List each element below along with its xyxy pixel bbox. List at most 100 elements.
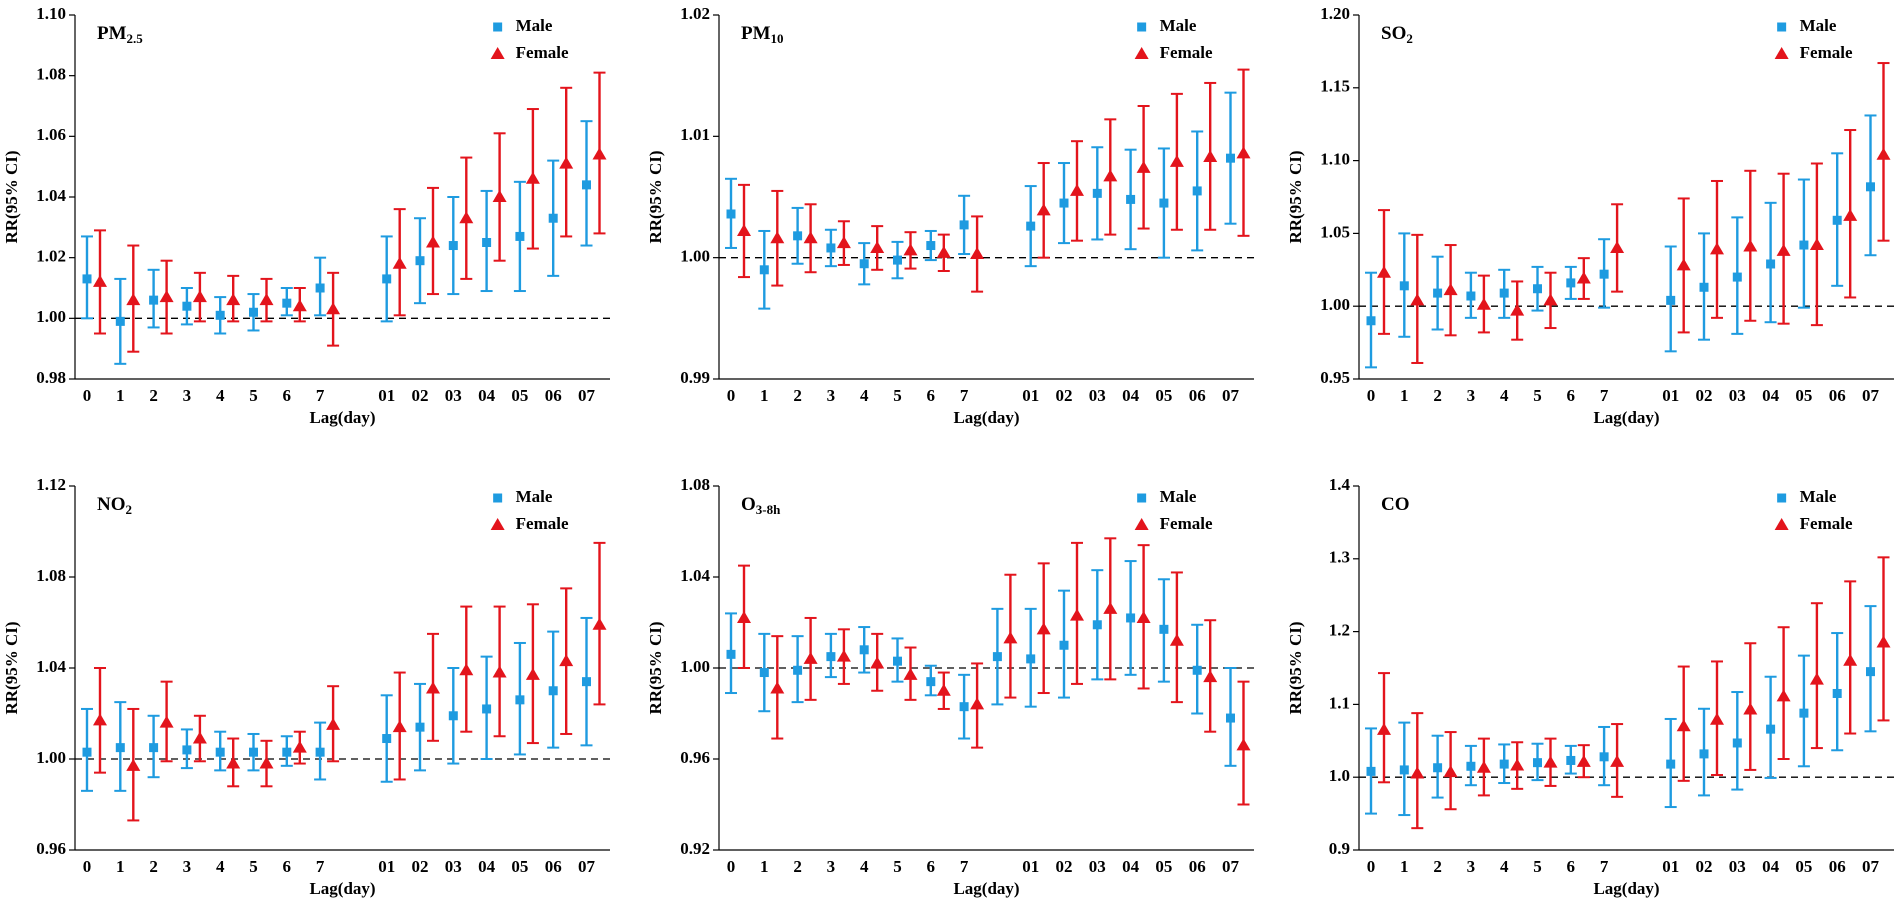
legend-label: Female: [516, 43, 569, 62]
x-axis-label: Lag(day): [1593, 408, 1659, 427]
marker: [426, 235, 440, 248]
x-axis-label: Lag(day): [1593, 879, 1659, 898]
marker: [836, 649, 851, 662]
x-tick-label: 1: [1400, 857, 1409, 876]
x-tick-label: 7: [316, 386, 325, 405]
marker: [726, 209, 736, 219]
marker: [548, 686, 558, 696]
marker: [1743, 702, 1758, 715]
marker: [793, 231, 803, 241]
marker: [893, 255, 902, 265]
marker: [192, 290, 207, 303]
marker: [1676, 258, 1691, 271]
marker: [1866, 667, 1875, 677]
x-tick-label: 01: [1662, 386, 1679, 405]
marker: [493, 22, 503, 32]
marker: [959, 702, 969, 712]
x-tick-label: 6: [1567, 386, 1576, 405]
marker: [382, 734, 392, 744]
marker: [1476, 297, 1491, 310]
x-tick-label: 03: [1729, 857, 1746, 876]
marker: [415, 256, 425, 266]
marker: [1843, 208, 1858, 221]
x-tick-label: 04: [1122, 857, 1140, 876]
marker: [1377, 722, 1391, 735]
x-tick-label: 05: [511, 386, 528, 405]
marker: [936, 245, 951, 258]
panel: 0.91.01.11.21.31.40 1 2 3 4 5 6 7 01 02 03 04 05 06 07…: [1286, 475, 1894, 898]
marker: [1203, 670, 1218, 683]
panel: 0.981.001.021.041.061.081.100 1 2 3 4 5 6 7 01 02…: [2, 4, 610, 427]
x-tick-label: 05: [1795, 857, 1812, 876]
y-tick-label: 0.95: [1320, 368, 1350, 387]
marker: [515, 695, 525, 705]
title-main: PM: [741, 23, 771, 44]
marker: [126, 293, 141, 306]
marker: [182, 745, 192, 755]
marker: [592, 147, 607, 160]
x-tick-label: 4: [216, 386, 225, 405]
marker: [859, 645, 869, 655]
marker: [326, 302, 341, 315]
y-tick-label: 1.10: [36, 4, 66, 23]
marker: [548, 213, 558, 223]
x-tick-label: 4: [860, 857, 869, 876]
marker: [159, 290, 174, 303]
marker: [870, 656, 885, 669]
x-tick-label: 02: [1696, 386, 1713, 405]
marker: [215, 747, 225, 757]
marker: [1466, 291, 1476, 301]
x-tick-label: 02: [1056, 857, 1073, 876]
y-tick-label: 1.08: [680, 475, 710, 494]
marker: [737, 610, 751, 623]
x-axis-label: Lag(day): [309, 408, 375, 427]
marker: [1866, 182, 1875, 192]
marker: [826, 243, 836, 253]
y-tick-label: 1.12: [36, 475, 66, 494]
marker: [726, 649, 736, 659]
marker: [492, 190, 507, 202]
y-tick-label: 1.02: [680, 4, 710, 23]
marker: [1576, 271, 1591, 284]
marker: [893, 656, 902, 666]
marker: [959, 220, 969, 230]
y-axis-label: RR(95% CI): [2, 621, 21, 714]
y-tick-label: 0.9: [1329, 839, 1350, 858]
marker: [1699, 749, 1709, 759]
marker: [826, 652, 836, 662]
x-tick-label: 5: [249, 386, 258, 405]
y-axis-label: RR(95% CI): [1286, 150, 1305, 243]
marker: [1499, 759, 1509, 769]
y-tick-label: 1.10: [1320, 150, 1350, 169]
x-tick-label: 03: [1089, 857, 1106, 876]
marker: [1070, 608, 1084, 621]
marker: [415, 722, 425, 732]
x-tick-label: 5: [1533, 857, 1542, 876]
marker: [1832, 688, 1842, 698]
title-main: SO: [1381, 23, 1406, 44]
marker: [1377, 265, 1391, 278]
y-axis-label: RR(95% CI): [646, 621, 665, 714]
marker: [490, 47, 505, 59]
marker: [836, 236, 851, 249]
x-tick-label: 1: [1400, 386, 1409, 405]
marker: [992, 652, 1002, 662]
marker: [1732, 738, 1742, 748]
marker: [1610, 240, 1625, 253]
marker: [970, 697, 985, 710]
x-tick-label: 06: [545, 386, 562, 405]
marker: [770, 681, 785, 694]
x-tick-label: 3: [1467, 386, 1476, 405]
marker: [1236, 146, 1251, 159]
marker: [1433, 763, 1443, 773]
x-tick-label: 0: [1367, 857, 1376, 876]
x-tick-label: 5: [249, 857, 258, 876]
y-tick-label: 1.20: [1320, 4, 1350, 23]
marker: [803, 651, 818, 664]
marker: [1533, 758, 1542, 768]
x-tick-label: 0: [1367, 386, 1376, 405]
marker: [1126, 194, 1136, 204]
marker: [1137, 493, 1147, 503]
marker: [1059, 198, 1069, 208]
marker: [93, 274, 107, 287]
